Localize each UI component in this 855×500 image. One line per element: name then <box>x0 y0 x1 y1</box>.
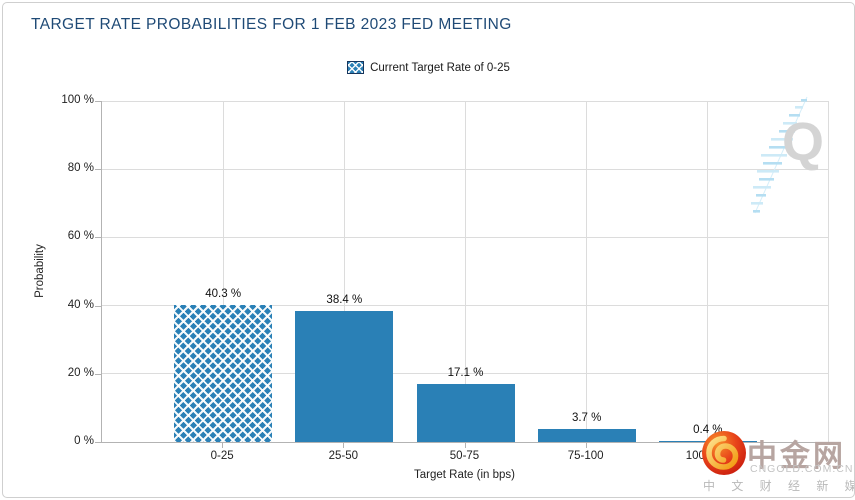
bar-25-50[interactable] <box>295 311 394 442</box>
legend[interactable]: Current Target Rate of 0-25 <box>3 61 854 74</box>
bar-100-125[interactable] <box>658 440 757 442</box>
x-tick-label: 100-125 <box>685 450 728 462</box>
plot-area: 40.3 % 38.4 % 17.1 % 3.7 % 0.4 % <box>101 100 829 443</box>
gridline-vertical <box>707 101 709 442</box>
watermark-dashes <box>751 99 807 213</box>
y-tick-mark <box>95 101 101 102</box>
bar-75-100[interactable] <box>537 429 636 442</box>
y-tick-label: 20 % <box>67 366 94 379</box>
y-tick-mark <box>95 169 101 171</box>
gridline-vertical <box>828 101 829 442</box>
y-tick-mark <box>95 442 101 443</box>
bar-50-75[interactable] <box>416 383 515 442</box>
bar-0-25[interactable] <box>174 304 273 442</box>
y-tick-mark <box>95 237 101 239</box>
gridline-vertical <box>222 101 224 442</box>
legend-hatched-swatch-icon <box>347 61 365 74</box>
bar-value-label: 38.4 % <box>326 294 363 307</box>
x-tick-mark <box>222 443 224 448</box>
y-tick-mark <box>95 305 101 307</box>
gridline-vertical <box>343 101 345 442</box>
x-tick-label: 75-100 <box>567 450 604 462</box>
bar-value-label: 3.7 % <box>571 412 602 425</box>
x-tick-mark <box>706 443 708 448</box>
y-tick-label: 0 % <box>74 435 94 447</box>
y-tick-label: 100 % <box>61 94 94 106</box>
x-tick-mark <box>585 443 587 448</box>
y-tick-label: 60 % <box>67 230 94 243</box>
x-tick-label: 50-75 <box>449 450 480 462</box>
bar-value-label: 17.1 % <box>447 366 484 379</box>
legend-label: Current Target Rate of 0-25 <box>370 61 510 74</box>
x-tick-label: 0-25 <box>210 450 234 462</box>
x-tick-mark <box>464 443 466 448</box>
y-tick-mark <box>95 373 101 375</box>
bar-value-label: 0.4 % <box>693 423 723 436</box>
bar-value-label: 40.3 % <box>205 287 242 300</box>
chart-title: TARGET RATE PROBABILITIES FOR 1 FEB 2023… <box>31 16 512 33</box>
q-watermark: Q <box>751 96 824 214</box>
gridline-vertical <box>586 101 588 442</box>
y-tick-label: 40 % <box>67 298 94 311</box>
x-tick-label: 25-50 <box>328 450 359 462</box>
x-tick-mark <box>343 443 345 448</box>
gridline-vertical <box>465 101 466 442</box>
y-tick-label: 80 % <box>67 162 94 175</box>
x-axis-title: Target Rate (in bps) <box>414 469 515 481</box>
q-watermark-letter: Q <box>782 112 824 172</box>
